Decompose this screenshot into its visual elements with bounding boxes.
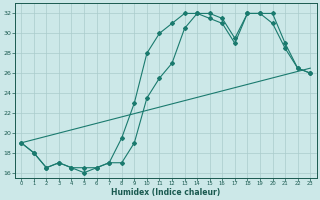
X-axis label: Humidex (Indice chaleur): Humidex (Indice chaleur)	[111, 188, 220, 197]
